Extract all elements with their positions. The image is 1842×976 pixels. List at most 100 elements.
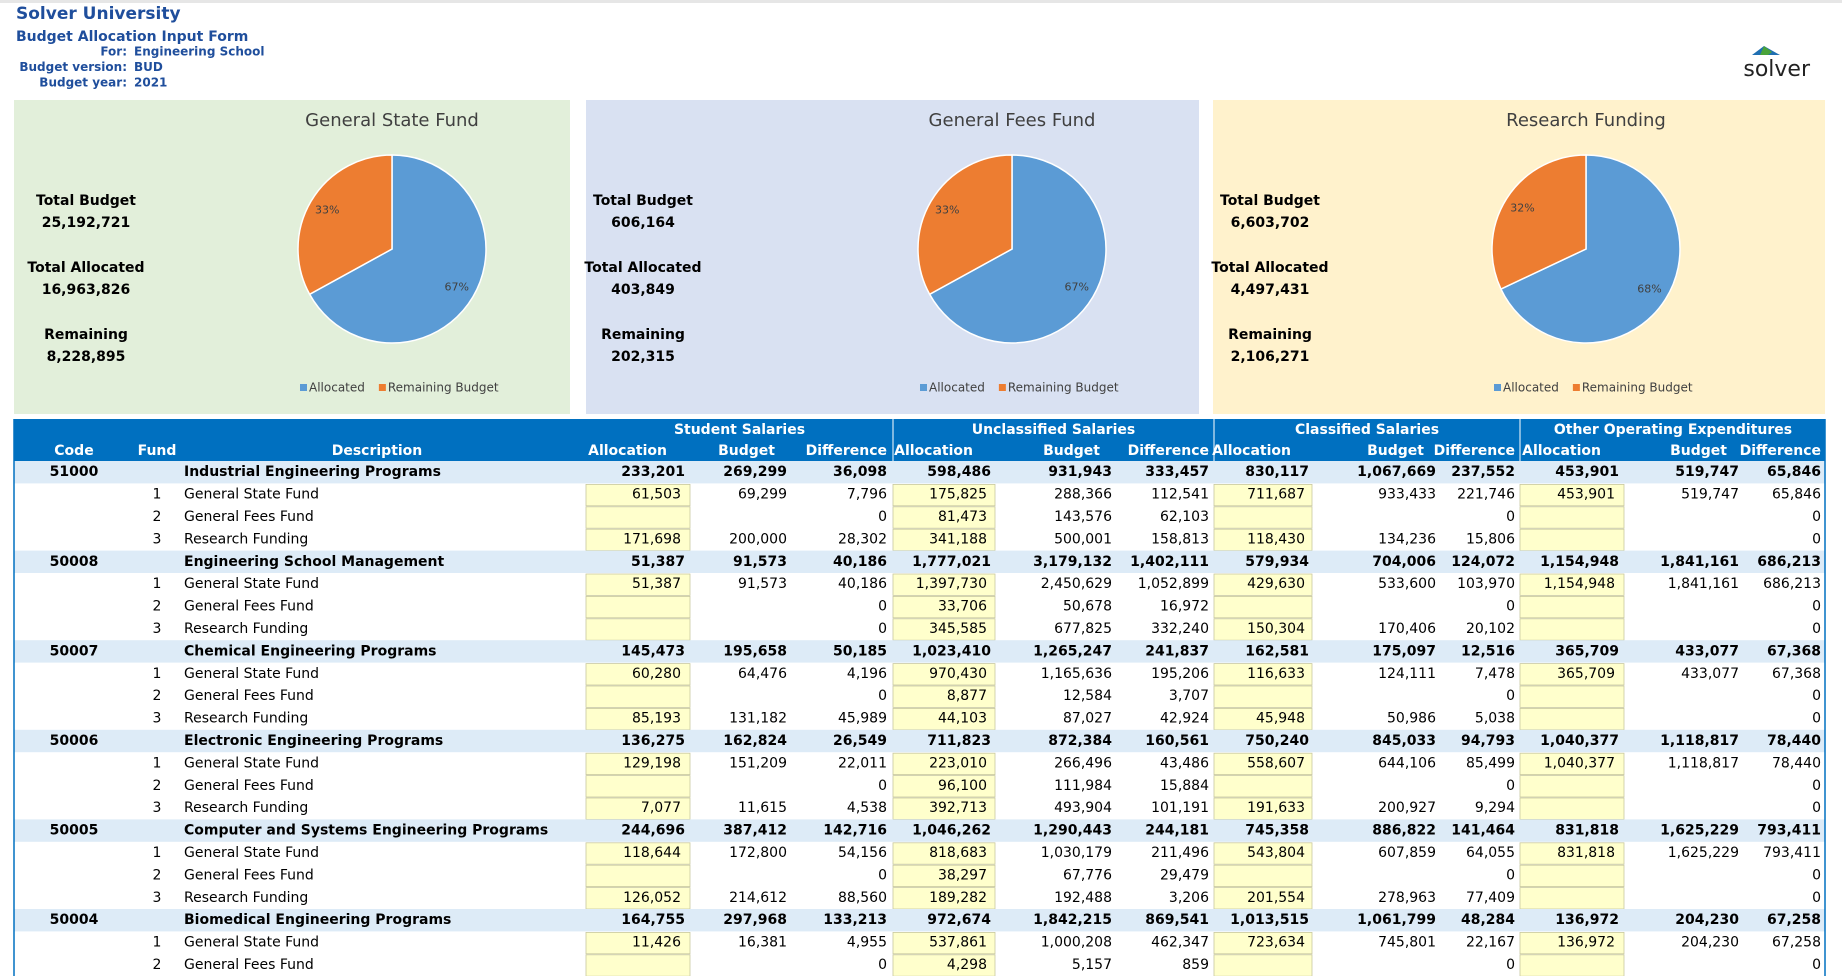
cell-value: 201,554	[1247, 890, 1305, 906]
cell-value: 1,402,111	[1130, 554, 1209, 570]
cell-value: 519,747	[1675, 464, 1739, 480]
input-cell	[892, 596, 996, 619]
cell-value: 1,154,948	[1540, 554, 1619, 570]
cell-value: 433,077	[1681, 666, 1739, 682]
cell-value: 67,368	[1767, 643, 1821, 659]
input-cell	[892, 864, 996, 888]
input-cell	[1519, 842, 1625, 865]
cell-value: 793,411	[1763, 845, 1821, 861]
table-header	[14, 419, 1825, 461]
row-label: General Fees Fund	[184, 867, 314, 883]
input-cell	[1213, 864, 1313, 888]
cell-value: 453,901	[1557, 487, 1615, 503]
cell-value: 170,406	[1378, 621, 1436, 637]
cell-value: 972,674	[927, 912, 991, 928]
row-label: Research Funding	[184, 711, 308, 727]
row-label: General State Fund	[184, 755, 319, 771]
cell-value: 244,181	[1145, 823, 1209, 839]
input-cell	[1519, 887, 1625, 910]
stat-value: 4,497,431	[1231, 282, 1310, 298]
chart-title: Research Funding	[1506, 110, 1666, 131]
cell-value: 40,186	[833, 554, 887, 570]
row-label: 3	[153, 800, 162, 816]
cell-value: 7,478	[1475, 666, 1515, 682]
cell-value: 333,457	[1145, 464, 1209, 480]
row-label: General Fees Fund	[184, 778, 314, 794]
cell-value: 1,118,817	[1660, 733, 1739, 749]
cell-value: 704,006	[1372, 554, 1436, 570]
slice-label: 68%	[1637, 282, 1661, 295]
input-cell	[1519, 573, 1625, 596]
cell-value: 0	[878, 599, 887, 615]
row-label: Biomedical Engineering Programs	[184, 912, 451, 928]
cell-value: 1,625,229	[1660, 823, 1739, 839]
input-cell	[1213, 685, 1313, 708]
cell-value: 9,294	[1475, 800, 1515, 816]
input-cell	[1519, 663, 1625, 686]
cell-value: 50,185	[833, 643, 887, 659]
cell-value: 124,111	[1378, 666, 1436, 682]
cell-value: 830,117	[1245, 464, 1309, 480]
input-cell	[585, 775, 691, 798]
cell-value: 241,837	[1145, 643, 1209, 659]
stat-label: Total Budget	[1220, 193, 1320, 209]
row-label: 3	[153, 531, 162, 547]
cell-value: 60,280	[632, 666, 681, 682]
cell-value: 91,573	[738, 576, 787, 592]
row-label: Chemical Engineering Programs	[184, 643, 437, 659]
cell-value: 1,625,229	[1668, 845, 1739, 861]
cell-value: 686,213	[1757, 554, 1821, 570]
pie-slice	[928, 154, 1107, 344]
stat-label: Remaining	[601, 327, 685, 343]
cell-value: 543,804	[1247, 845, 1305, 861]
cell-value: 1,061,799	[1357, 912, 1436, 928]
cell-value: 558,607	[1247, 755, 1305, 771]
cell-value: 175,097	[1372, 643, 1436, 659]
cell-value: 15,806	[1466, 531, 1515, 547]
row-label: General State Fund	[184, 666, 319, 682]
top-edge	[0, 0, 1842, 3]
cell-value: 200,000	[729, 531, 787, 547]
cell-value: 266,496	[1054, 755, 1112, 771]
slice-label: 33%	[315, 204, 339, 217]
row-label: 1	[153, 576, 162, 592]
cell-value: 0	[1506, 867, 1515, 883]
cell-value: 145,473	[621, 643, 685, 659]
column-header: Difference	[806, 443, 887, 459]
cell-value: 150,304	[1247, 621, 1305, 637]
cell-value: 4,298	[947, 957, 987, 973]
row-label: 2	[153, 509, 162, 525]
stat-label: Total Budget	[593, 193, 693, 209]
cell-value: 0	[1506, 778, 1515, 794]
cell-value: 5,038	[1475, 711, 1515, 727]
cell-value: 192,488	[1054, 890, 1112, 906]
cell-value: 0	[878, 957, 887, 973]
cell-value: 0	[1812, 778, 1821, 794]
cell-value: 101,191	[1151, 800, 1209, 816]
input-cell	[892, 932, 996, 955]
cell-value: 0	[1812, 621, 1821, 637]
cell-value: 45,948	[1256, 711, 1305, 727]
input-cell	[585, 506, 691, 529]
input-cell	[585, 573, 691, 596]
input-cell	[1519, 483, 1625, 507]
cell-value: 579,934	[1245, 554, 1309, 570]
cell-value: 42,924	[1160, 711, 1209, 727]
stat-value: 8,228,895	[47, 349, 126, 365]
cell-value: 4,955	[847, 935, 887, 951]
row-label: Research Funding	[184, 621, 308, 637]
cell-value: 44,103	[938, 711, 987, 727]
cell-value: 126,052	[623, 890, 681, 906]
cell-value: 65,846	[1767, 464, 1821, 480]
cell-value: 933,433	[1378, 487, 1436, 503]
input-cell	[1213, 752, 1313, 776]
cell-value: 237,552	[1451, 464, 1515, 480]
pie-slice	[297, 154, 393, 296]
legend-label: Remaining Budget	[1582, 381, 1693, 395]
cell-value: 16,972	[1160, 599, 1209, 615]
input-cell	[585, 663, 691, 686]
cell-value: 745,358	[1245, 823, 1309, 839]
group-header: Classified Salaries	[1295, 422, 1439, 438]
cell-value: 3,206	[1169, 890, 1209, 906]
cell-value: 332,240	[1151, 621, 1209, 637]
